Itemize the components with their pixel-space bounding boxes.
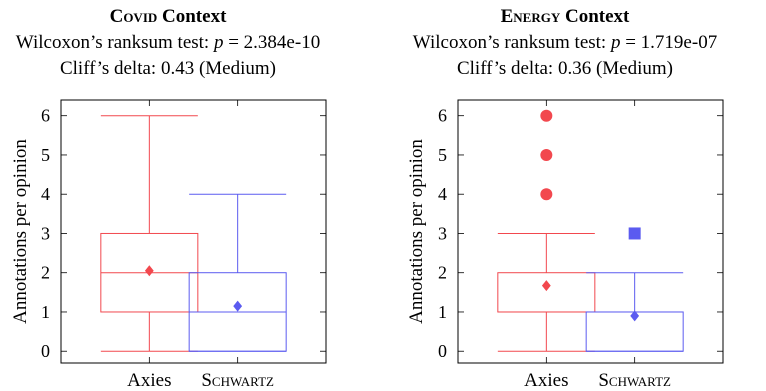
- y-axis-label: Annotations per opinion: [406, 139, 427, 324]
- stat-symbol: p: [609, 32, 621, 53]
- x-tick-label-schwartz: Schwartz: [598, 370, 671, 391]
- y-tick-label: 0: [41, 341, 50, 361]
- chart-title-main: Energy: [501, 6, 561, 27]
- stat-test-prefix: Wilcoxon’s ranksum test:: [16, 32, 214, 53]
- chart-title-main: Covid: [110, 6, 158, 27]
- chart-title: Covid Context: [110, 6, 227, 27]
- y-tick-label: 6: [438, 106, 447, 126]
- y-tick-label: 4: [438, 184, 447, 204]
- box-axies: [497, 109, 596, 352]
- y-tick-label: 0: [438, 341, 447, 361]
- y-tick-label: 1: [438, 302, 447, 322]
- y-tick-label: 3: [41, 223, 50, 243]
- effect-size-line: Cliff’s delta: 0.43 (Medium): [60, 58, 276, 79]
- mean-marker: [541, 280, 551, 292]
- plot-frame: [60, 99, 327, 364]
- y-tick-label: 5: [438, 145, 447, 165]
- outlier-marker: [540, 148, 553, 161]
- chart-title-suffix: Context: [157, 6, 227, 27]
- stat-test-line: Wilcoxon’s ranksum test: p = 1.719e-07: [413, 32, 717, 53]
- chart-panel-2: Energy Context Wilcoxon’s ranksum test: p…: [406, 6, 724, 391]
- box-schwartz: [188, 193, 287, 352]
- x-tick-label-axies: Axies: [524, 370, 568, 391]
- mean-marker: [233, 300, 243, 312]
- box-axies: [100, 115, 199, 352]
- stat-test-line: Wilcoxon’s ranksum test: p = 2.384e-10: [16, 32, 320, 53]
- chart-panel-1: Covid Context Wilcoxon’s ranksum test: p …: [10, 6, 327, 391]
- x-tick-label-schwartz: Schwartz: [201, 370, 274, 391]
- y-tick-label: 6: [41, 106, 50, 126]
- chart-title-suffix: Context: [560, 6, 630, 27]
- outlier-marker: [628, 227, 641, 240]
- chart-title: Energy Context: [501, 6, 630, 27]
- y-tick-label: 2: [438, 263, 447, 283]
- box-iqr: [497, 272, 596, 313]
- stat-value: = 1.719e-07: [620, 32, 717, 53]
- stat-test-prefix: Wilcoxon’s ranksum test:: [413, 32, 611, 53]
- y-tick-label: 1: [41, 302, 50, 322]
- y-tick-label: 5: [41, 145, 50, 165]
- outlier-marker: [540, 109, 553, 122]
- y-tick-label: 4: [41, 184, 50, 204]
- outlier-marker: [540, 188, 553, 201]
- y-axis-label: Annotations per opinion: [10, 139, 31, 324]
- stat-value: = 2.384e-10: [223, 32, 320, 53]
- mean-marker: [144, 265, 154, 277]
- effect-size-line: Cliff’s delta: 0.36 (Medium): [457, 58, 673, 79]
- box-schwartz: [585, 227, 684, 352]
- y-tick-label: 2: [41, 263, 50, 283]
- stat-symbol: p: [212, 32, 224, 53]
- x-tick-label-axies: Axies: [127, 370, 171, 391]
- mean-marker: [630, 310, 640, 322]
- plot-frame: [457, 99, 724, 364]
- y-tick-label: 3: [438, 223, 447, 243]
